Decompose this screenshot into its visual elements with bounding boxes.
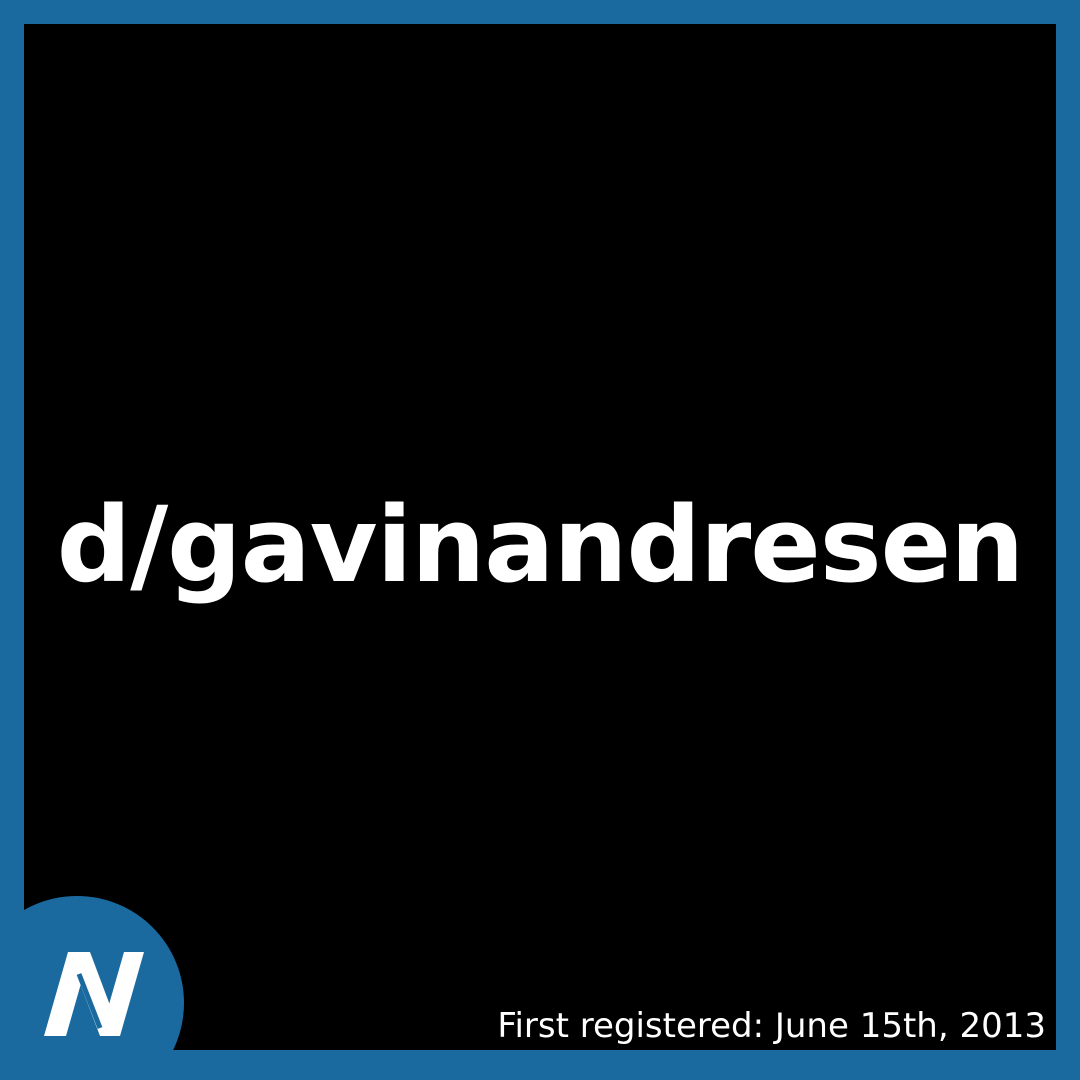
card-panel bbox=[24, 24, 1056, 1050]
domain-name-title: d/gavinandresen bbox=[56, 484, 1025, 606]
registered-date-text: First registered: June 15th, 2013 bbox=[497, 1006, 1046, 1046]
namecoin-logo-icon bbox=[44, 952, 144, 1036]
